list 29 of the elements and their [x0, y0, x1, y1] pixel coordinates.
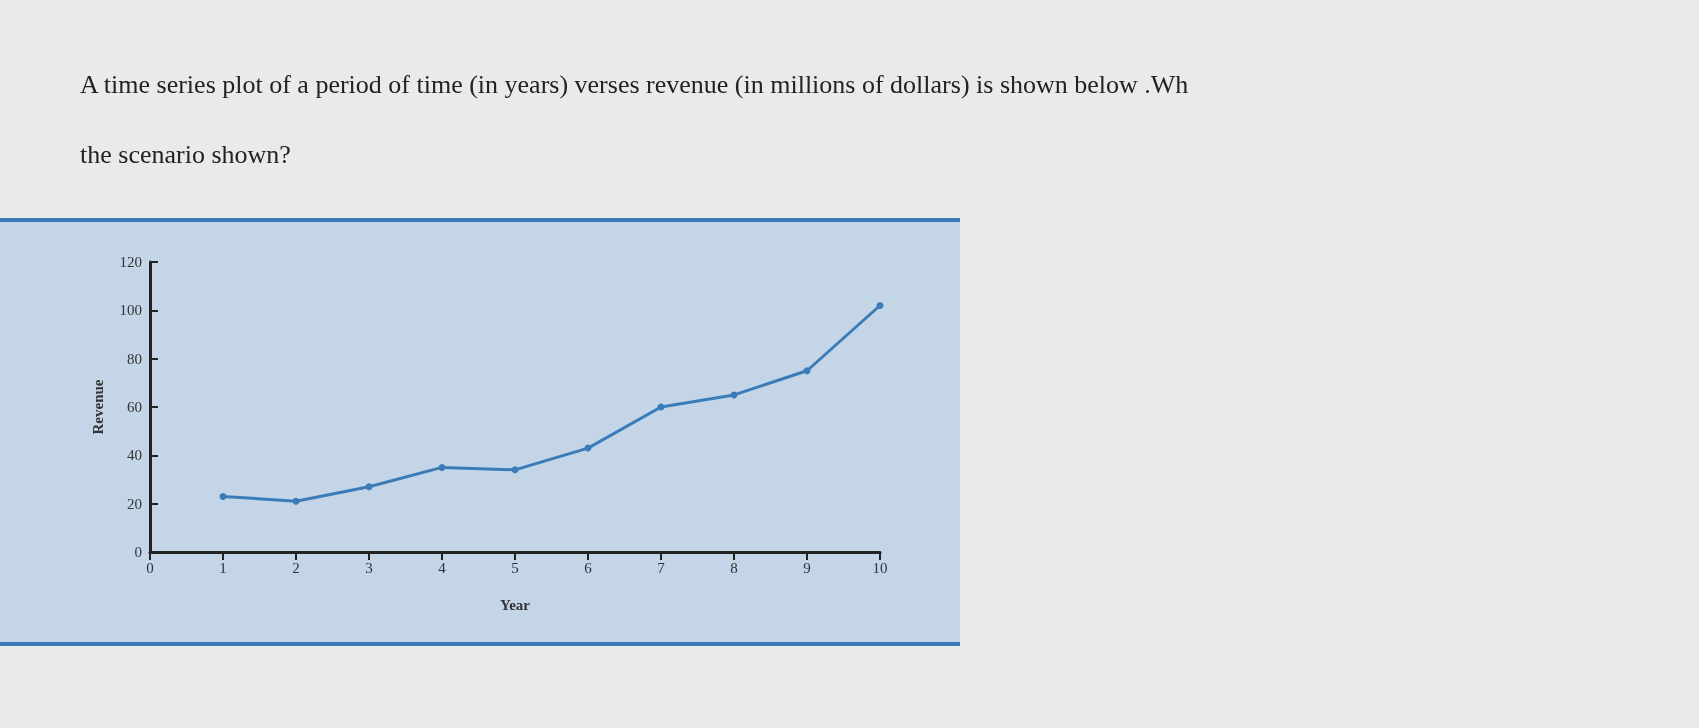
y-tick-label: 20	[127, 495, 142, 512]
x-tick-label: 9	[803, 559, 811, 576]
x-tick-label: 6	[584, 559, 593, 576]
y-axis-title: Revenue	[89, 379, 106, 435]
point	[219, 492, 227, 500]
point	[803, 367, 811, 375]
point	[365, 483, 373, 491]
point	[876, 302, 884, 309]
x-tick-label: 2	[292, 559, 300, 576]
point	[292, 497, 300, 505]
y-tick-label: 80	[127, 350, 142, 367]
chart-subtitle: the scenario shown?	[80, 140, 291, 170]
y-tick-label: 0	[134, 544, 142, 560]
y-tick-label: 40	[127, 447, 142, 464]
x-tick-label: 5	[511, 559, 519, 576]
x-tick-label: 7	[657, 559, 666, 576]
y-tick-label: 120	[119, 254, 142, 270]
x-tick-label: 0	[146, 559, 154, 576]
chart-title: A time series plot of a period of time (in years) verses revenue (in millions of dollars) is shown below .Wh	[80, 70, 1189, 100]
point	[511, 466, 519, 474]
point	[438, 463, 446, 471]
y-tick-label: 60	[127, 399, 142, 415]
x-tick-label: 8	[730, 559, 738, 576]
x-tick-label: 10	[872, 559, 888, 576]
x-tick-label: 3	[365, 559, 373, 576]
x-axis-title: Year	[500, 596, 531, 613]
y-tick-label: 100	[119, 302, 142, 319]
x-tick-label: 1	[219, 559, 227, 576]
x-tick-label: 4	[438, 559, 447, 576]
